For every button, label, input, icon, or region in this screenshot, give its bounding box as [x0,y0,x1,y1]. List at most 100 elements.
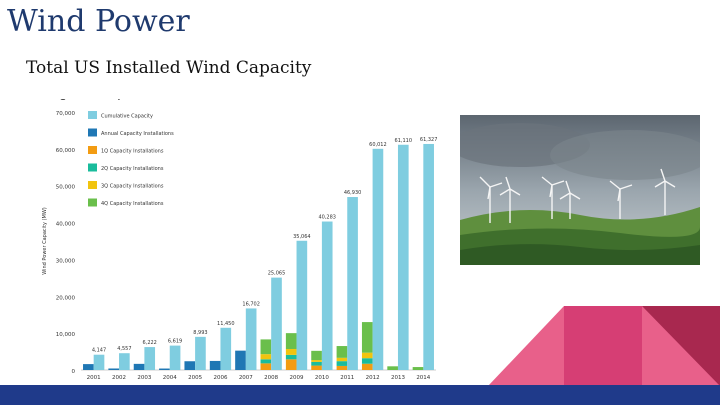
y-tick-label: 40,000 [56,222,76,228]
data-label: 6,222 [143,340,157,346]
quarter-bar-1q [311,365,322,370]
x-tick-label: 2010 [315,375,329,381]
quarter-bar-3q [285,348,297,355]
quarter-bar-4q [260,339,272,355]
data-label: 35,064 [293,234,311,240]
cumulative-bar [195,336,206,370]
cumulative-bar [296,240,308,370]
x-tick-label: 2008 [264,375,278,381]
annual-bar [133,363,145,370]
quarter-bar-2q [336,361,348,366]
data-label: 16,702 [242,301,260,307]
x-tick-label: 2013 [391,375,405,381]
legend-label: 3Q Capacity Installations [101,184,164,190]
turbines [479,168,676,223]
slide-title: Wind Power [7,4,190,39]
quarter-bar-2q [311,361,322,366]
quarter-bar-3q [311,360,322,362]
quarter-bar-3q [260,354,272,360]
quarter-bar-2q [361,358,373,364]
quarter-bar-4q [285,333,297,349]
x-tick-label: 2002 [112,375,126,381]
pink-triangle [488,306,564,386]
data-label: 4,147 [92,348,106,354]
data-label: 61,327 [420,137,438,143]
data-label: 61,110 [395,138,413,144]
x-tick-label: 2001 [87,375,101,381]
cumulative-bar [144,347,156,370]
x-tick-label: 2004 [163,375,177,381]
cumulative-bar [347,197,358,370]
y-tick-label: 70,000 [56,111,76,117]
quarter-bar-4q [387,366,398,370]
legend-label: Cumulative Capacity [101,114,153,120]
quarter-bar-3q [361,352,373,359]
cumulative-bar [245,308,257,370]
y-tick-label: 30,000 [56,258,76,264]
decorative-shapes [488,306,720,386]
data-label: 40,283 [318,215,336,221]
x-tick-label: 2009 [290,375,304,381]
annual-bar [235,350,246,370]
x-tick-label: 2007 [239,375,253,381]
quarter-bar-1q [285,359,297,370]
x-tick-label: 2014 [416,375,430,381]
trees [460,244,700,265]
quarter-bar-1q [361,363,373,370]
y-tick-label: 20,000 [56,295,76,301]
legend-swatch [88,146,97,154]
data-label: 25,065 [268,271,286,277]
cloud [550,130,700,180]
capacity-chart: 0 10,000 20,000 30,000 40,000 50,000 60,000 70,… [36,100,444,390]
photo-svg [460,115,700,265]
x-tick-label: 2006 [213,375,227,381]
cumulative-bar [119,353,130,370]
quarter-bar-3q [336,357,348,362]
quarter-bar-4q [412,367,424,370]
cumulative-bar [372,148,384,370]
y-tick-label: 60,000 [56,148,76,154]
legend-label: 1Q Capacity Installations [101,149,164,155]
annual-bar [83,364,94,370]
legend-swatch [88,163,97,172]
footer-bar [0,385,720,405]
x-tick-label: 2003 [137,375,151,381]
cumulative-bar [169,345,181,370]
data-label: 11,450 [217,321,235,327]
cumulative-bar [321,221,333,370]
data-label: 6,619 [168,339,182,345]
cumulative-bar [93,354,105,370]
legend-swatch [88,198,97,207]
y-axis-label: Wind Power Capacity (MW) [42,207,48,275]
cumulative-bar [271,277,282,370]
cumulative-bar [220,327,232,370]
y-tick-label: 0 [72,369,76,375]
slide-subtitle: Total US Installed Wind Capacity [26,58,312,78]
annual-bar [209,360,221,370]
x-tick-label: 2005 [188,375,202,381]
data-label: 60,012 [369,142,387,148]
annual-bar [108,368,120,370]
quarter-bar-4q [311,350,322,361]
data-label: 46,930 [344,190,362,196]
wind-turbine-photo [460,115,700,265]
legend-label: 2Q Capacity Installations [101,166,164,172]
data-label: 4,557 [117,346,131,352]
quarter-bar-1q [336,365,348,370]
cumulative-bar [423,143,434,370]
quarter-bar-2q [285,354,297,360]
legend-swatch [88,181,97,189]
magenta-block [564,306,642,386]
x-tick-label: 2011 [340,375,354,381]
quarter-bar-4q [336,346,348,358]
legend-label: Annual Capacity Installations [101,131,174,137]
quarter-bar-2q [260,359,272,364]
legend-swatch [88,128,97,137]
y-tick-label: 50,000 [56,185,76,191]
legend-label: 4Q Capacity Installations [101,201,164,207]
chart-svg: 0 10,000 20,000 30,000 40,000 50,000 60,000 70,… [42,111,438,381]
annual-bar [159,368,170,370]
quarter-bar-1q [260,363,272,370]
annual-bar [184,361,196,370]
quarter-bar-4q [361,322,373,353]
